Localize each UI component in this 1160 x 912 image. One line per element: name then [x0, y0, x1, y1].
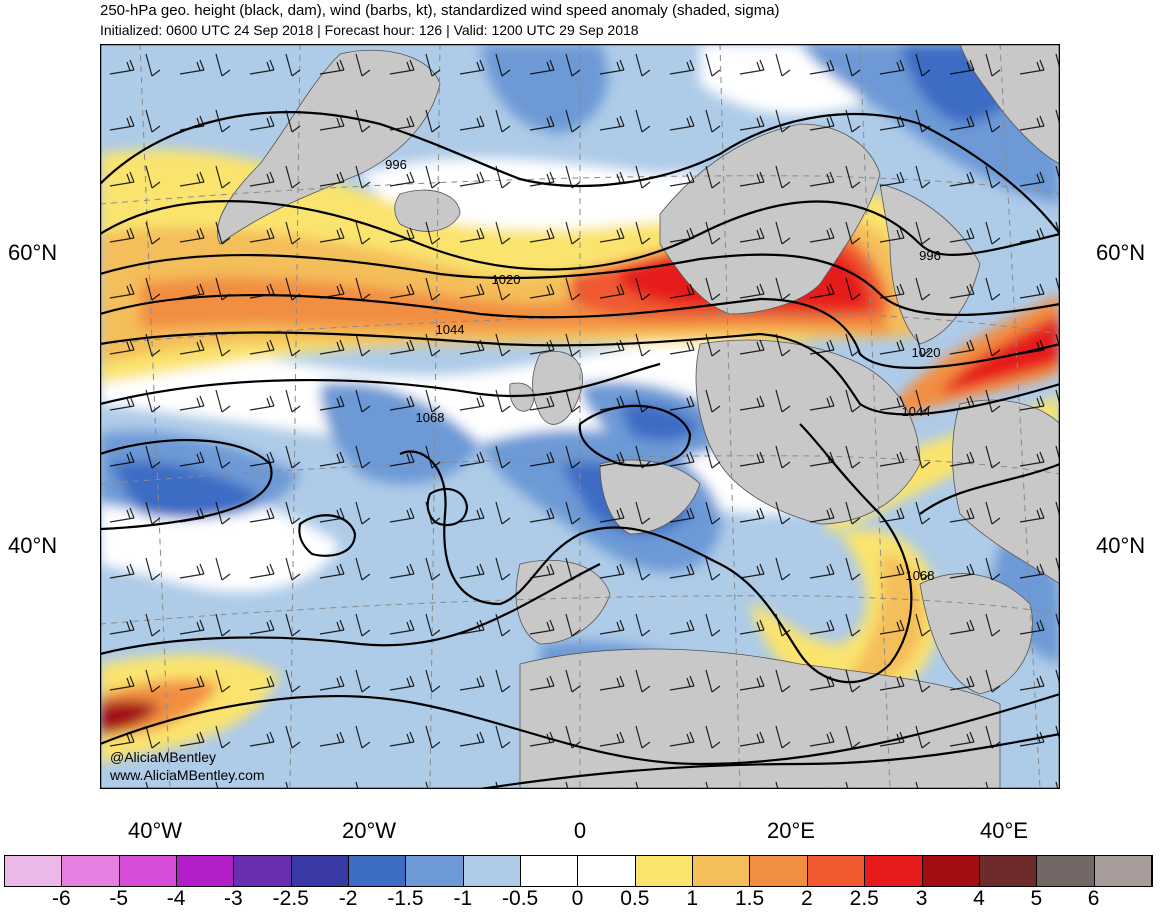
- colorbar-swatch: [1094, 856, 1152, 886]
- colorbar-tick-label: -1.5: [387, 887, 424, 910]
- colorbar-swatch: [693, 856, 751, 886]
- colorbar-swatch: [5, 856, 63, 886]
- map-subtitle: Initialized: 0600 UTC 24 Sep 2018 | Fore…: [100, 22, 639, 38]
- map-frame: [100, 44, 1060, 789]
- colorbar-swatch: [62, 856, 120, 886]
- credit-site: www.AliciaMBentley.com: [109, 767, 265, 783]
- lat-label-60n-left: 60°N: [8, 240, 58, 265]
- colorbar-tick-label: 3: [915, 887, 928, 910]
- colorbar-tick-label: -2.5: [272, 887, 309, 910]
- colorbar-tick-label: 0.5: [620, 887, 650, 910]
- contour-label: 1020: [492, 272, 521, 287]
- colorbar-swatch: [807, 856, 866, 886]
- colorbar-tick-label: 0: [571, 887, 584, 910]
- colorbar-swatch: [750, 856, 808, 886]
- colorbar-tick-label: 1: [686, 887, 699, 910]
- colorbar-tick-label: -2: [338, 887, 358, 910]
- lat-label-40n-right: 40°N: [1096, 533, 1146, 558]
- height-contours: [100, 111, 1060, 789]
- contour-label: 1068: [416, 410, 445, 425]
- contour-label: 1044: [436, 322, 465, 337]
- colorbar-tick-label: -5: [109, 887, 129, 910]
- colorbar-swatch: [463, 856, 522, 886]
- colorbar-swatch: [635, 856, 694, 886]
- colorbar-swatch: [979, 856, 1038, 886]
- colorbar-tick-label: -6: [52, 887, 71, 910]
- weather-map: 996 1020 1044 1068 996 1020 1044 1068 @A…: [100, 44, 1060, 789]
- map-title: 250-hPa geo. height (black, dam), wind (…: [100, 2, 780, 19]
- colorbar-tick-label: 5: [1030, 887, 1043, 910]
- colorbar-tick-label: 6: [1087, 887, 1100, 910]
- colorbar-swatch: [234, 856, 292, 886]
- colorbar-tick-label: 1.5: [734, 887, 765, 910]
- colorbar-swatch: [349, 856, 407, 886]
- colorbar: [4, 855, 1153, 887]
- credit-handle: @AliciaMBentley: [110, 749, 216, 765]
- lon-label: 40°W: [127, 818, 183, 843]
- contour-label: 1068: [906, 568, 935, 583]
- contour-label: 1044: [902, 404, 931, 419]
- colorbar-tick-label: 2: [801, 887, 813, 910]
- colorbar-swatch: [865, 856, 923, 886]
- contour-labels: 996 1020 1044 1068 996 1020 1044 1068: [385, 157, 941, 583]
- colorbar-swatch: [578, 856, 636, 886]
- colorbar-swatch: [406, 856, 464, 886]
- colorbar-swatch: [922, 856, 980, 886]
- lat-label-60n-right: 60°N: [1096, 240, 1146, 265]
- lon-label: 20°E: [767, 818, 815, 843]
- colorbar-swatch: [1037, 856, 1095, 886]
- colorbar-tick-label: -4: [166, 887, 186, 910]
- colorbar-swatch: [177, 856, 235, 886]
- colorbar-tick-label: -1: [453, 887, 473, 910]
- lon-label: 20°W: [341, 818, 397, 843]
- wind-barbs: [100, 44, 1060, 789]
- lon-label: 40°E: [980, 818, 1028, 843]
- colorbar-tick-label: 4: [973, 887, 985, 910]
- contour-label: 996: [385, 157, 407, 172]
- colorbar-swatch: [521, 856, 579, 886]
- colorbar-swatch: [119, 856, 178, 886]
- colorbar-swatch: [291, 856, 350, 886]
- lat-label-40n-left: 40°N: [8, 533, 58, 558]
- colorbar-tick-label: -3: [224, 887, 243, 910]
- colorbar-tick-label: 2.5: [849, 887, 879, 910]
- lon-label: 0: [573, 818, 587, 843]
- contour-label: 1020: [912, 345, 941, 360]
- colorbar-tick-label: -0.5: [502, 887, 539, 910]
- contour-label: 996: [919, 248, 941, 263]
